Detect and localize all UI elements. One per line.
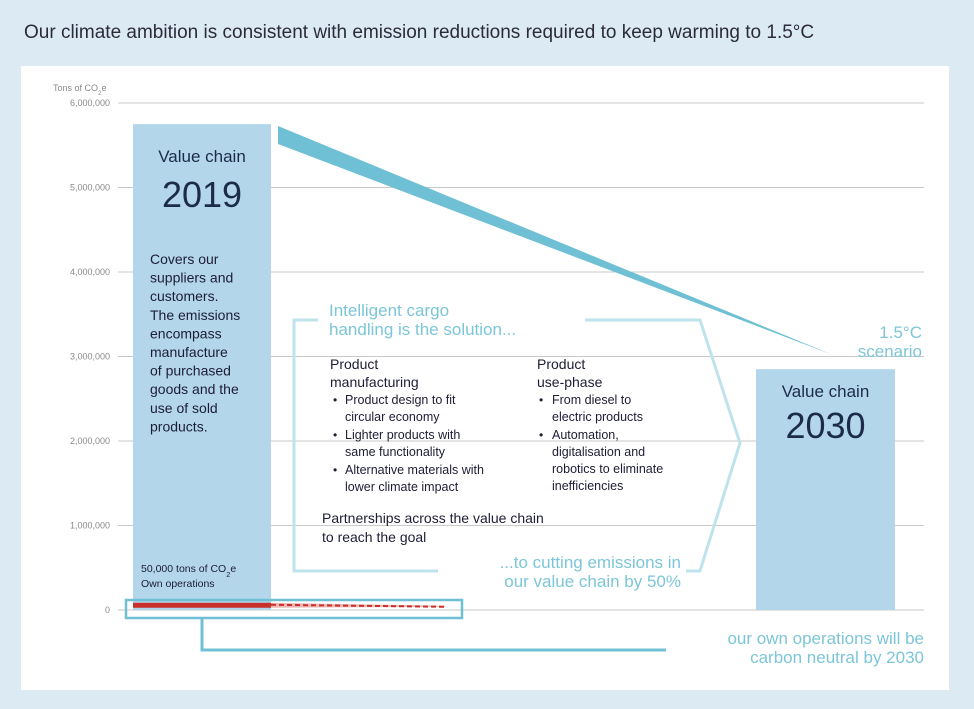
y-tick-label-4: 4,000,000: [70, 267, 110, 277]
chart-title: Our climate ambition is consistent with …: [24, 22, 815, 43]
bar-2019-description-line-0: Covers our: [150, 251, 219, 267]
col2-bullet-dot-1: •: [539, 428, 543, 442]
col2-bullet-0-line-1: electric products: [552, 410, 643, 424]
col1-bullet-1-line-0: Lighter products with: [345, 428, 460, 442]
col2-bullet-1-line-0: Automation,: [552, 428, 619, 442]
solution-bracket-left: [292, 318, 438, 573]
col2-bullet-1-line-2: robotics to eliminate: [552, 462, 663, 476]
col2-bullet-1-line-3: inefficiencies: [552, 479, 623, 493]
partnerships-text-line-0: Partnerships across the value chain: [322, 510, 544, 526]
bar-2019-description-line-2: customers.: [150, 288, 218, 304]
col1-heading-line-1: manufacturing: [330, 374, 419, 390]
bar-2019-description-line-9: products.: [150, 418, 208, 434]
y-axis-label: Tons of CO2e: [53, 83, 107, 97]
scenario-label-line-0: 1.5°C: [879, 323, 922, 342]
own-operations-label: Own operations: [141, 578, 215, 590]
bar-year-2030: 2030: [785, 405, 865, 446]
bar-2019-description-line-5: manufacture: [150, 344, 228, 360]
own-operations-bar: [133, 602, 271, 608]
cutting-emissions-text-line-1: our value chain by 50%: [504, 572, 681, 591]
own-operations-amount: 50,000 tons of CO2e: [141, 563, 236, 579]
bar-2019-description-line-6: of purchased: [150, 363, 231, 379]
col1-bullet-0-line-0: Product design to fit: [345, 393, 456, 407]
solution-heading-line-1: handling is the solution...: [329, 320, 516, 339]
y-tick-label-6: 6,000,000: [70, 98, 110, 108]
bar-2019-description-line-4: encompass: [150, 325, 222, 341]
scenario-label-line-1: scenario: [858, 342, 922, 361]
col1-bullet-dot-0: •: [333, 393, 337, 407]
y-tick-label-5: 5,000,000: [70, 183, 110, 193]
bar-2019-description-line-1: suppliers and: [150, 270, 233, 286]
col1-heading-line-0: Product: [330, 356, 378, 372]
col1-bullet-dot-2: •: [333, 463, 337, 477]
col1-bullet-2-line-1: lower climate impact: [345, 480, 459, 494]
col2-bullet-dot-0: •: [539, 393, 543, 407]
col1-bullet-1-line-1: same functionality: [345, 445, 446, 459]
bar-year-2019: 2019: [162, 174, 242, 215]
bar-2019-description-line-3: The emissions: [150, 307, 240, 323]
col1-bullet-0-line-1: circular economy: [345, 410, 440, 424]
cutting-emissions-text-line-0: ...to cutting emissions in: [500, 553, 681, 572]
col1-bullet-dot-1: •: [333, 428, 337, 442]
bar-2030: [756, 369, 895, 610]
solution-heading-line-0: Intelligent cargo: [329, 301, 449, 320]
col2-heading-line-1: use-phase: [537, 374, 603, 390]
y-tick-label-1: 1,000,000: [70, 521, 110, 531]
y-tick-label-0: 0: [105, 605, 110, 615]
scenario-trajectory: [278, 126, 833, 355]
partnerships-text-line-1: to reach the goal: [322, 529, 426, 545]
own-operations-goal-line-0: our own operations will be: [727, 629, 924, 648]
col2-bullet-1-line-1: digitalisation and: [552, 445, 645, 459]
y-tick-label-2: 2,000,000: [70, 436, 110, 446]
solution-arrow: [585, 318, 742, 573]
bar-label-2030: Value chain: [782, 382, 870, 401]
col1-bullet-2-line-0: Alternative materials with: [345, 463, 484, 477]
bar-2019: [133, 124, 271, 610]
bar-2019-description-line-8: use of sold: [150, 400, 218, 416]
own-operations-trajectory: [270, 603, 446, 608]
bar-label-2019: Value chain: [158, 147, 246, 166]
own-operations-goal-line-1: carbon neutral by 2030: [750, 648, 924, 667]
own-operations-highlight-box: [124, 598, 464, 620]
bar-2019-description-line-7: goods and the: [150, 381, 239, 397]
col2-bullet-0-line-0: From diesel to: [552, 393, 631, 407]
col2-heading-line-0: Product: [537, 356, 585, 372]
y-tick-label-3: 3,000,000: [70, 352, 110, 362]
own-operations-connector: [200, 618, 666, 652]
